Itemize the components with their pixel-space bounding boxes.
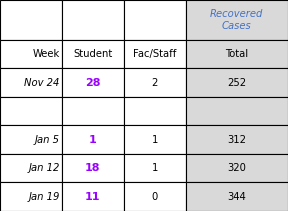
Bar xyxy=(62,126,124,154)
Text: 0: 0 xyxy=(152,192,158,202)
Bar xyxy=(0,40,62,68)
Bar xyxy=(186,183,288,211)
Bar xyxy=(62,0,124,40)
Text: Total: Total xyxy=(225,49,249,59)
Text: 2: 2 xyxy=(151,78,158,88)
Bar xyxy=(124,40,186,68)
Bar xyxy=(186,0,288,40)
Text: Student: Student xyxy=(73,49,113,59)
Bar xyxy=(62,40,124,68)
Bar xyxy=(62,183,124,211)
Text: 252: 252 xyxy=(227,78,247,88)
Bar xyxy=(0,183,62,211)
Text: 344: 344 xyxy=(228,192,246,202)
Bar xyxy=(124,154,186,183)
Text: Jan 19: Jan 19 xyxy=(28,192,60,202)
Bar xyxy=(186,154,288,183)
Bar xyxy=(186,126,288,154)
Text: Jan 5: Jan 5 xyxy=(35,135,60,145)
Text: 28: 28 xyxy=(85,78,101,88)
Bar xyxy=(0,68,62,97)
Bar xyxy=(62,68,124,97)
Bar xyxy=(124,97,186,126)
Text: Jan 12: Jan 12 xyxy=(28,163,60,173)
Bar xyxy=(186,68,288,97)
Text: 312: 312 xyxy=(228,135,246,145)
Bar xyxy=(0,126,62,154)
Text: 320: 320 xyxy=(228,163,246,173)
Text: 11: 11 xyxy=(85,192,101,202)
Bar xyxy=(0,97,62,126)
Bar xyxy=(186,40,288,68)
Text: 18: 18 xyxy=(85,163,101,173)
Bar xyxy=(124,0,186,40)
Bar xyxy=(0,154,62,183)
Text: 1: 1 xyxy=(89,135,97,145)
Bar xyxy=(124,126,186,154)
Text: Week: Week xyxy=(32,49,60,59)
Text: Recovered
Cases: Recovered Cases xyxy=(210,9,264,31)
Bar xyxy=(0,0,62,40)
Bar xyxy=(124,183,186,211)
Text: 1: 1 xyxy=(151,163,158,173)
Bar xyxy=(186,97,288,126)
Text: Nov 24: Nov 24 xyxy=(24,78,60,88)
Bar xyxy=(62,97,124,126)
Text: Fac/Staff: Fac/Staff xyxy=(133,49,177,59)
Text: 1: 1 xyxy=(151,135,158,145)
Bar xyxy=(124,68,186,97)
Bar xyxy=(62,154,124,183)
